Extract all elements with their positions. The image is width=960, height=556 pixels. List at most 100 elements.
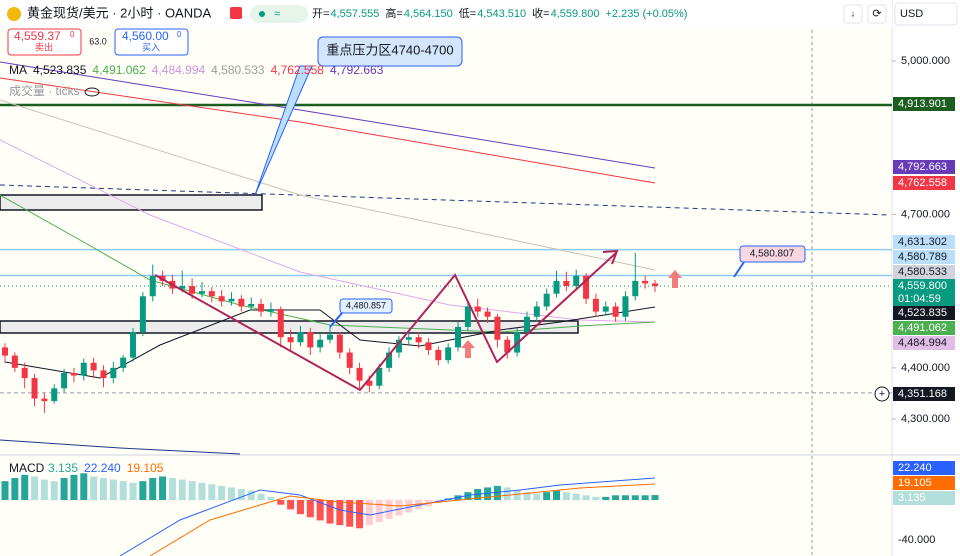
- sell-price: 4,559.37: [14, 29, 61, 43]
- candle-body: [455, 326, 462, 348]
- ma-line: [0, 61, 656, 169]
- zone-upper: [0, 194, 263, 211]
- histogram-bar: [316, 500, 324, 521]
- price-tag-label: 4,491.062: [898, 322, 947, 334]
- price-note-text: 4,480.857: [346, 300, 386, 310]
- price-note: [339, 298, 393, 314]
- header-bar: [0, 0, 892, 28]
- candle-body: [405, 337, 412, 340]
- candle-body: [100, 370, 107, 379]
- candle-body: [602, 306, 609, 312]
- histogram-bar: [356, 500, 364, 529]
- macd-label: MACD: [9, 461, 45, 475]
- ma-value: 4,580.533: [211, 63, 265, 77]
- histogram-bar: [533, 493, 541, 500]
- ma-line: [0, 194, 656, 333]
- price-tag-label: 4,631.302: [898, 236, 947, 248]
- currency-select[interactable]: [894, 2, 958, 26]
- candle-body: [484, 311, 491, 317]
- candle-body: [592, 298, 599, 312]
- candle-body: [583, 275, 590, 299]
- histogram-bar: [503, 487, 511, 500]
- candle-body: [238, 298, 245, 307]
- macd-axis-label: 3.135: [898, 492, 926, 504]
- status-pill[interactable]: [250, 5, 308, 23]
- histogram-bar: [109, 479, 117, 500]
- candle-body: [612, 306, 619, 317]
- histogram-bar: [553, 490, 561, 500]
- sell-button[interactable]: [7, 28, 82, 56]
- candle-body: [90, 362, 97, 371]
- candle-body: [622, 296, 629, 317]
- candle-body: [21, 367, 28, 379]
- y-tick-label: 4,700.000: [901, 208, 950, 220]
- candle-body: [258, 303, 265, 312]
- histogram-bar: [90, 476, 98, 500]
- candle-body: [327, 334, 333, 340]
- symbol-title[interactable]: 黄金现货/美元 · 2小时 · OANDA: [27, 5, 212, 20]
- histogram-bar: [149, 478, 157, 500]
- price-tag: [893, 97, 955, 111]
- histogram-bar: [385, 500, 393, 519]
- ma-line: [0, 439, 241, 455]
- status-dot: [259, 11, 265, 17]
- refresh-button[interactable]: [867, 4, 887, 24]
- visibility-icon[interactable]: [84, 87, 100, 97]
- histogram-bar: [523, 492, 531, 500]
- candle-body: [267, 309, 274, 312]
- histogram-bar: [218, 485, 226, 500]
- histogram-bar: [31, 476, 39, 500]
- collapse-button[interactable]: [843, 4, 863, 24]
- histogram-bar: [415, 500, 423, 510]
- price-tag: [893, 279, 955, 307]
- sell-label: 卖出: [35, 41, 53, 52]
- histogram-bar: [592, 496, 600, 500]
- ohlc-value: 4,557.555: [330, 8, 379, 20]
- symbol-icon: [7, 7, 21, 21]
- candle-body: [61, 372, 68, 389]
- candle-body: [376, 367, 383, 386]
- price-tag-label: 4,580.789: [898, 251, 947, 263]
- histogram-bar: [493, 485, 501, 500]
- candle-body: [51, 388, 58, 402]
- sell-price-sup: 0: [70, 30, 75, 39]
- macd-tag: [893, 476, 955, 490]
- signal-line: [149, 483, 656, 556]
- histogram-bar: [405, 500, 413, 513]
- histogram-bar: [395, 500, 403, 516]
- histogram-bar: [129, 482, 137, 500]
- histogram-bar: [513, 490, 521, 500]
- price-tag-label: 4,580.533: [898, 266, 947, 278]
- histogram-bar: [21, 474, 29, 500]
- status-icon: ≈: [274, 8, 280, 20]
- price-tag: [893, 321, 955, 335]
- histogram-bar: [11, 478, 19, 500]
- candle-body: [366, 380, 373, 386]
- buy-button[interactable]: [114, 28, 189, 56]
- collapse-icon: ↓: [851, 8, 856, 18]
- candle-body: [297, 332, 304, 343]
- buy-label: 买入: [142, 42, 160, 52]
- candle-body: [504, 339, 511, 353]
- macd-tag: [893, 491, 955, 505]
- histogram-bar: [612, 495, 620, 500]
- histogram-bar: [80, 473, 88, 500]
- price-tag: [893, 235, 955, 249]
- histogram-bar: [257, 493, 265, 500]
- candle-body: [277, 309, 284, 338]
- callout-text: 重点压力区4740-4700: [326, 42, 453, 57]
- price-tag: [893, 250, 955, 264]
- tag-pointer: [733, 261, 745, 278]
- candle-body: [139, 296, 146, 333]
- macd-value: 3.135: [48, 461, 78, 475]
- histogram-bar: [139, 481, 147, 500]
- histogram-bar: [267, 496, 275, 500]
- candle-body: [553, 280, 560, 294]
- price-tag-label: 4,792.663: [898, 161, 947, 173]
- histogram-bar: [168, 478, 176, 500]
- histogram-bar: [464, 492, 472, 500]
- histogram-bar: [375, 500, 383, 522]
- candle-body: [395, 339, 402, 353]
- candle-body: [464, 306, 471, 327]
